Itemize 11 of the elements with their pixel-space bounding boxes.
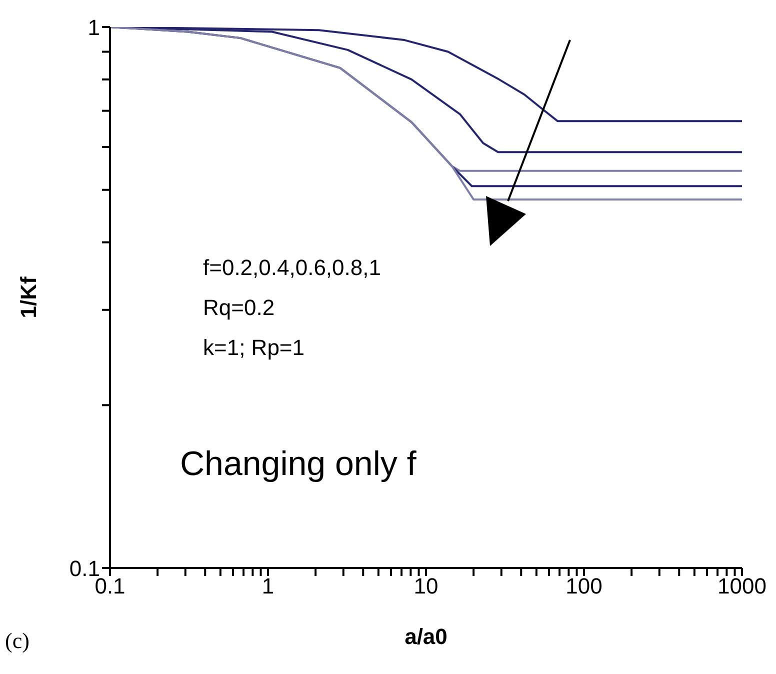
x-axis-title: a/a0 bbox=[404, 624, 448, 649]
x-tick-label: 1000 bbox=[718, 574, 766, 599]
annotation: f=0.2,0.4,0.6,0.8,1 bbox=[203, 255, 381, 281]
annotation: Changing only f bbox=[180, 445, 416, 484]
text: (c) bbox=[5, 628, 30, 654]
x-tick-label: 1 bbox=[262, 574, 274, 599]
x-tick-label: 100 bbox=[566, 574, 602, 599]
y-axis-title: 1/Kf bbox=[16, 276, 41, 318]
annotation: k=1; Rp=1 bbox=[203, 335, 305, 361]
annotation: Rq=0.2 bbox=[203, 295, 275, 321]
x-tick-label: 10 bbox=[414, 574, 438, 599]
